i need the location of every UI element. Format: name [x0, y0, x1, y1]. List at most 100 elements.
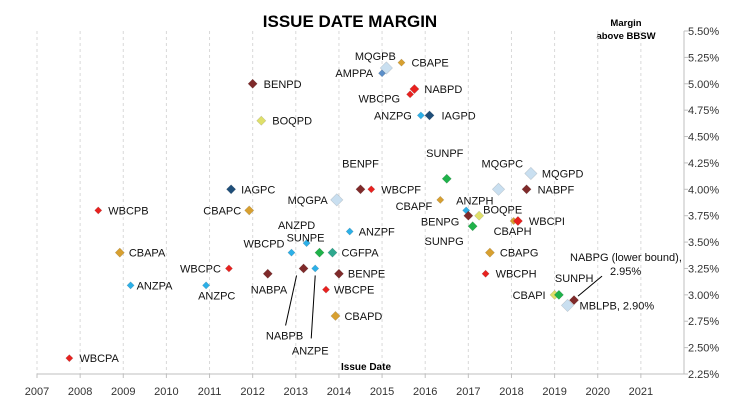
point-anzpe [311, 264, 320, 273]
point-anzpa [126, 281, 135, 290]
point-label-wbcpf: WBCPF [381, 184, 421, 196]
point-wbcpb [94, 206, 103, 215]
x-tick-label: 2021 [629, 386, 653, 398]
point-label-mqgpb: MQGPB [355, 51, 396, 63]
point-label-anzpa: ANZPA [137, 280, 174, 292]
point-benpf [355, 184, 366, 195]
point-label-boqpd: BOQPD [272, 116, 312, 128]
point-label-benpf: BENPF [342, 158, 379, 170]
point-nabpd [409, 84, 420, 95]
point-boqpe [474, 210, 485, 221]
y-tick-label: 2.25% [688, 369, 719, 381]
y-axis-ticks: 2.25% 2.50% 2.75% 3.00% 3.25% 3.50% 3.75% 4.00%… [688, 26, 719, 381]
point-mqgpa [330, 193, 344, 207]
point-label-nabpb: NABPB [266, 330, 303, 342]
point-wbcpi [512, 215, 523, 226]
point-label-anzpd: ANZPD [278, 220, 315, 232]
x-axis-title: Issue Date [341, 362, 391, 373]
x-tick-label: 2013 [284, 386, 308, 398]
point-anzpd [302, 239, 311, 248]
y-tick-label: 4.00% [688, 184, 719, 196]
y-tick-label: 5.00% [688, 79, 719, 91]
x-tick-label: 2008 [68, 386, 92, 398]
x-tick-label: 2007 [25, 386, 49, 398]
axes [36, 30, 688, 378]
x-tick-label: 2020 [585, 386, 609, 398]
point-benpd [247, 78, 258, 89]
point-label-cbapd: CBAPD [344, 311, 382, 323]
y-tick-label: 4.75% [688, 105, 719, 117]
point-cbapd [330, 310, 341, 321]
point-label-anzpc: ANZPC [198, 290, 235, 302]
point-label-anzph: ANZPH [456, 195, 493, 207]
point-label-wbcpa: WBCPA [79, 353, 119, 365]
point-label-boqpe: BOQPE [483, 205, 522, 217]
point-label-benpd: BENPD [264, 79, 302, 91]
x-tick-label: 2012 [240, 386, 264, 398]
point-wbcpc [224, 264, 233, 273]
leader-anzpe [310, 275, 316, 339]
point-mblpb [560, 298, 575, 313]
point-label-cbapi: CBAPI [513, 290, 546, 302]
point-label-wbcph: WBCPH [496, 269, 537, 281]
point-cbapa [114, 247, 125, 258]
leader-nabpg [577, 275, 603, 297]
y-tick-label: 3.00% [688, 290, 719, 302]
point-label-cbapc: CBAPC [203, 205, 241, 217]
point-label-sunph: SUNPH [555, 273, 594, 285]
chart-title: ISSUE DATE MARGIN [263, 12, 437, 31]
point-nabpf [521, 184, 532, 195]
point-label-sunpe: SUNPE [287, 233, 325, 245]
x-tick-label: 2011 [198, 386, 222, 398]
point-label-wbcpc: WBCPC [180, 263, 221, 275]
point-label-benpe: BENPE [348, 269, 385, 281]
point-sunph [553, 289, 564, 300]
point-label-nabpd: NABPD [424, 84, 462, 96]
point-label-sunpg: SUNPG [425, 236, 464, 248]
point-anzpf [345, 227, 354, 236]
point-label-cbapg: CBAPG [500, 248, 539, 260]
point-wbcph [481, 269, 490, 278]
point-cbapf [436, 195, 445, 204]
point-label-wbcpg: WBCPG [359, 93, 401, 105]
point-label-sunpf: SUNPF [426, 148, 464, 160]
data-points [65, 58, 580, 363]
point-label-nabpg-line1: NABPG (lower bound), [570, 252, 682, 264]
point-label-benpg: BENPG [421, 217, 460, 229]
point-cbapg [484, 247, 495, 258]
point-mqgpc [491, 182, 506, 196]
point-wbcpg [406, 90, 415, 99]
point-label-cbape: CBAPE [411, 58, 448, 70]
point-mqgpb [379, 61, 394, 75]
y-tick-label: 2.75% [688, 316, 719, 328]
point-label-mqgpc: MQGPC [482, 158, 524, 170]
y-tick-label: 3.75% [688, 211, 719, 223]
x-tick-label: 2019 [542, 386, 566, 398]
y-tick-label: 3.25% [688, 263, 719, 275]
y-tick-label: 5.50% [688, 26, 719, 38]
point-label-anzpf: ANZPF [359, 227, 395, 239]
point-label-cbaph: CBAPH [494, 226, 532, 238]
x-tick-label: 2018 [499, 386, 523, 398]
y-tick-label: 5.25% [688, 52, 719, 64]
y-axis-title-line1: Margin [610, 18, 641, 29]
leader-nabpb [285, 275, 298, 326]
point-label-wbcpb: WBCPB [108, 205, 148, 217]
point-labels: WBCPA WBCPB CBAPA ANZPA ANZPC WBCPC IAGPCCBAPC… [79, 51, 682, 365]
point-label-wbcpd: WBCPD [244, 239, 285, 251]
y-axis-title-line2: above BBSW [596, 31, 655, 42]
point-label-mqgpa: MQGPA [288, 195, 329, 207]
point-mqgpd [524, 166, 538, 181]
point-label-wbcpi: WBCPI [529, 216, 565, 228]
y-tick-label: 4.50% [688, 132, 719, 144]
x-tick-label: 2017 [456, 386, 480, 398]
point-label-cbapa: CBAPA [129, 248, 166, 260]
point-iagpc [226, 184, 237, 195]
point-label-amppa: AMPPA [335, 68, 373, 80]
x-tick-label: 2010 [154, 386, 178, 398]
x-tick-label: 2016 [413, 386, 437, 398]
point-benpe [333, 268, 344, 279]
point-cgfpa [327, 247, 338, 258]
point-wbcpd [287, 248, 296, 257]
